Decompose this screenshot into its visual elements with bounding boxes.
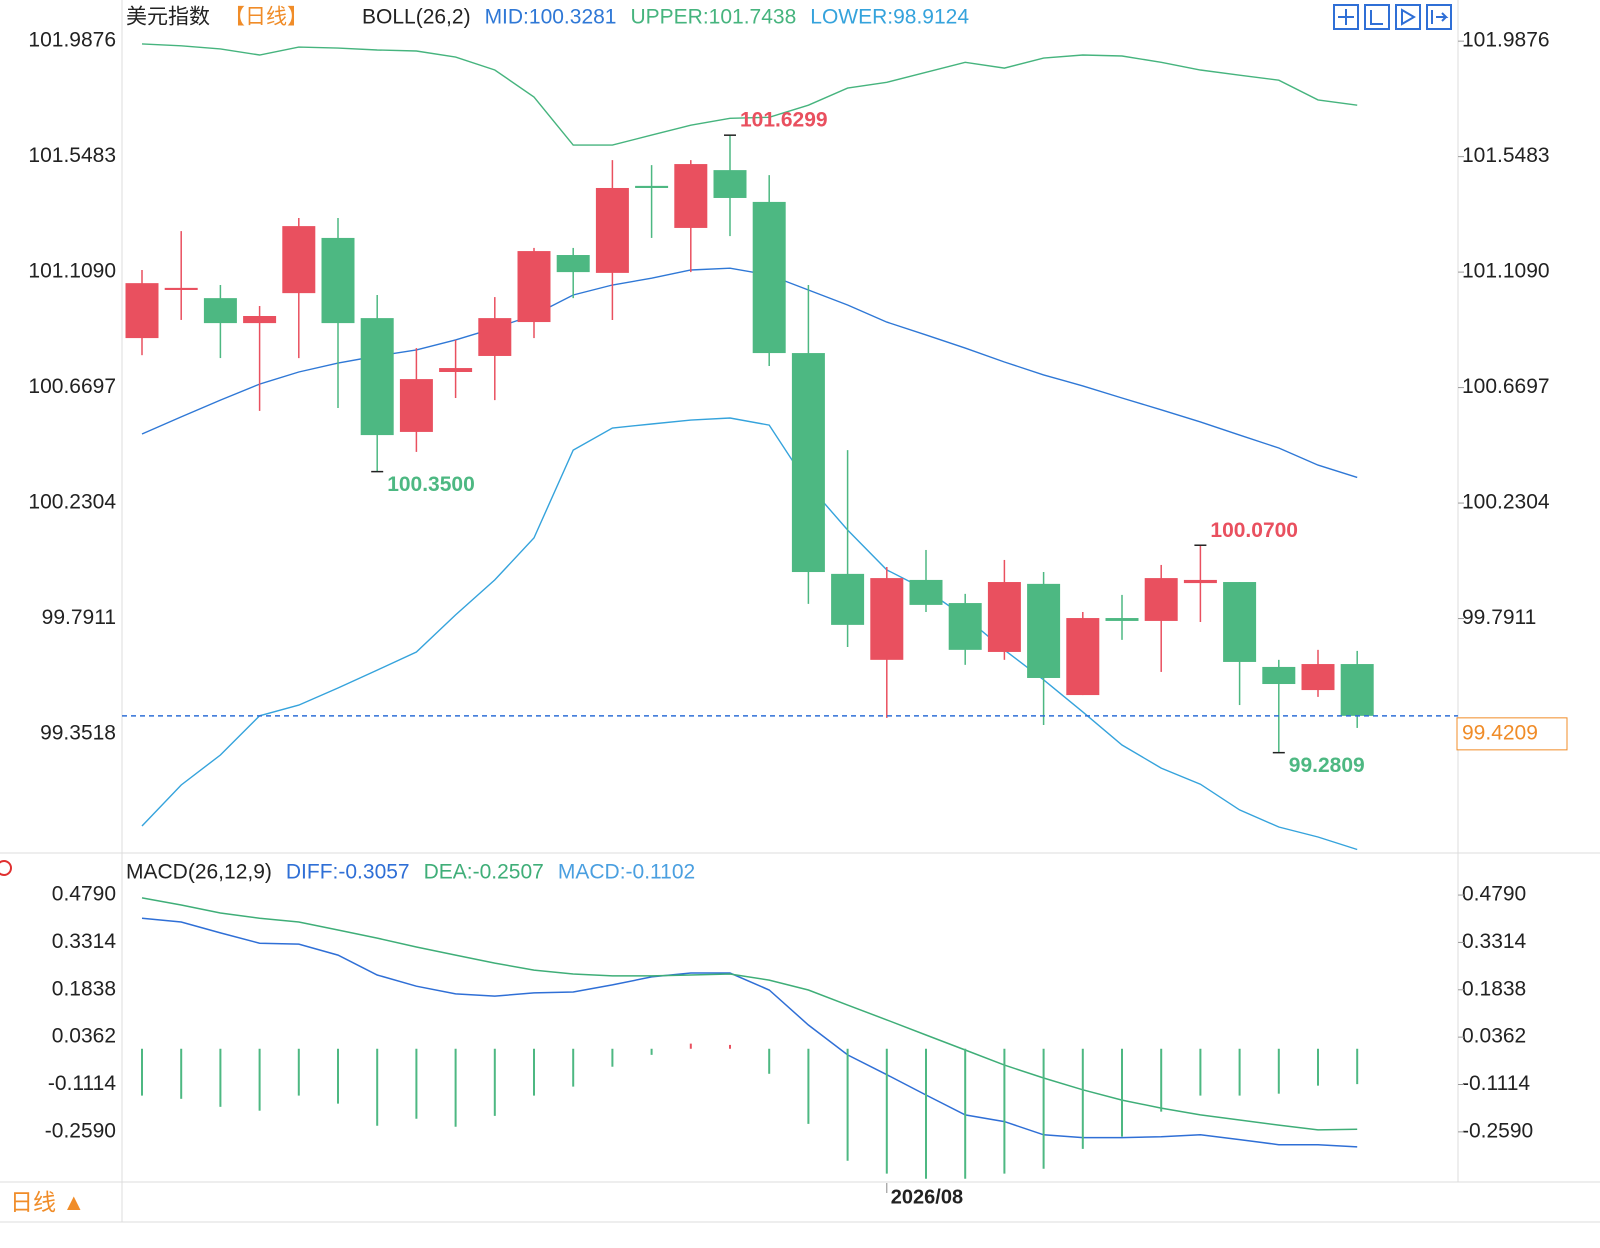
y-tick-label-right: 0.4790 [1462, 883, 1526, 906]
period-button[interactable] [1, 1184, 120, 1221]
y-tick-label: 101.5483 [28, 144, 116, 167]
candle-body [478, 318, 512, 356]
macd-line [141, 897, 1358, 1131]
candle-body [1027, 583, 1061, 678]
y-tick-label: 101.9876 [28, 29, 116, 52]
candle-body [752, 201, 786, 354]
indicator-name: MACD(26,12,9) [126, 861, 272, 884]
boll-line [141, 417, 1358, 851]
candle-body [1144, 578, 1178, 621]
candle-body [282, 226, 316, 294]
y-tick-label: 100.6697 [28, 375, 116, 398]
candle-body [1301, 664, 1335, 691]
candle-body [1105, 618, 1139, 621]
y-tick-label-right: 0.3314 [1462, 930, 1527, 953]
period: 【日线】 [224, 6, 308, 29]
tool-button[interactable] [1333, 4, 1359, 30]
legend-entry: DIFF:-0.3057 [286, 861, 410, 884]
x-tick-label: 2026/08 [891, 1186, 963, 1208]
candle-body [1223, 582, 1257, 662]
candle-body [713, 170, 747, 198]
candle-body [360, 318, 394, 436]
price-label: 99.4209 [1462, 721, 1538, 744]
y-tick-label-right: 0.0362 [1462, 1025, 1526, 1048]
period-button-label[interactable]: 日线 ▲ [10, 1189, 85, 1215]
price-box [1456, 717, 1568, 751]
legend-entry: LOWER:98.9124 [810, 6, 969, 29]
extreme-label: 101.6299 [740, 109, 828, 132]
extreme-label: 100.3500 [387, 473, 475, 496]
tool-button[interactable] [1364, 4, 1390, 30]
candle-body [635, 185, 669, 188]
y-tick-label: 100.2304 [28, 491, 116, 514]
tool-icon [1338, 8, 1449, 26]
y-tick-label-right: -0.2590 [1462, 1119, 1533, 1142]
legend-entry: MID:100.3281 [485, 6, 617, 29]
candle-body [987, 582, 1021, 652]
candle-body [1183, 579, 1217, 584]
y-tick-label-right: 101.9876 [1462, 29, 1550, 52]
candle-body [674, 164, 708, 228]
indicator-name: BOLL(26,2) [362, 6, 471, 29]
tool-button[interactable] [1395, 4, 1421, 30]
toolbar [1333, 4, 1452, 30]
candle-body [164, 287, 198, 290]
candle-body [517, 251, 551, 323]
y-tick-label: -0.1114 [48, 1072, 116, 1095]
y-tick-label: 99.7911 [42, 606, 116, 629]
y-tick-label-right: 101.1090 [1462, 260, 1550, 283]
candle-body [321, 237, 355, 324]
candle-body [1262, 666, 1296, 685]
tool-button[interactable] [1426, 4, 1452, 30]
candle-body [203, 298, 237, 324]
macd-line [141, 917, 1358, 1148]
candle-body [1066, 618, 1100, 696]
candle-body [125, 283, 159, 339]
candle-body [870, 578, 904, 660]
boll-line [141, 267, 1358, 479]
y-tick-label-right: 99.7911 [1462, 606, 1536, 629]
legend-entry: UPPER:101.7438 [630, 6, 796, 29]
y-tick-label-right: 0.1838 [1462, 977, 1526, 1000]
y-tick-label: 0.3314 [52, 930, 117, 953]
boll-line [141, 43, 1358, 146]
indicator-icon[interactable] [0, 860, 12, 876]
y-tick-label-right: 100.6697 [1462, 375, 1550, 398]
candle-body [595, 187, 629, 273]
y-tick-label: 0.4790 [52, 883, 116, 906]
legend-entry: MACD:-0.1102 [558, 861, 695, 884]
candle-body [791, 353, 825, 573]
candle-body [1340, 664, 1374, 716]
candle-body [909, 579, 943, 605]
candle-body [399, 379, 433, 432]
candle-body [831, 573, 865, 625]
extreme-label: 100.0700 [1210, 519, 1298, 542]
candle-body [948, 603, 982, 650]
y-tick-label: 101.1090 [28, 260, 116, 283]
extreme-label: 99.2809 [1289, 754, 1365, 777]
y-tick-label-right: -0.1114 [1462, 1072, 1530, 1095]
y-tick-label: 0.1838 [52, 977, 116, 1000]
y-tick-label-right: 100.2304 [1462, 491, 1550, 514]
legend-entry: DEA:-0.2507 [424, 861, 544, 884]
symbol: 美元指数 [126, 6, 210, 29]
y-tick-label: 0.0362 [52, 1025, 116, 1048]
candle-body [439, 368, 473, 372]
y-tick-label: -0.2590 [45, 1119, 116, 1142]
candle-body [243, 316, 277, 324]
candle-body [556, 255, 590, 273]
y-tick-label: 99.3518 [40, 722, 116, 745]
y-tick-label-right: 101.5483 [1462, 144, 1550, 167]
